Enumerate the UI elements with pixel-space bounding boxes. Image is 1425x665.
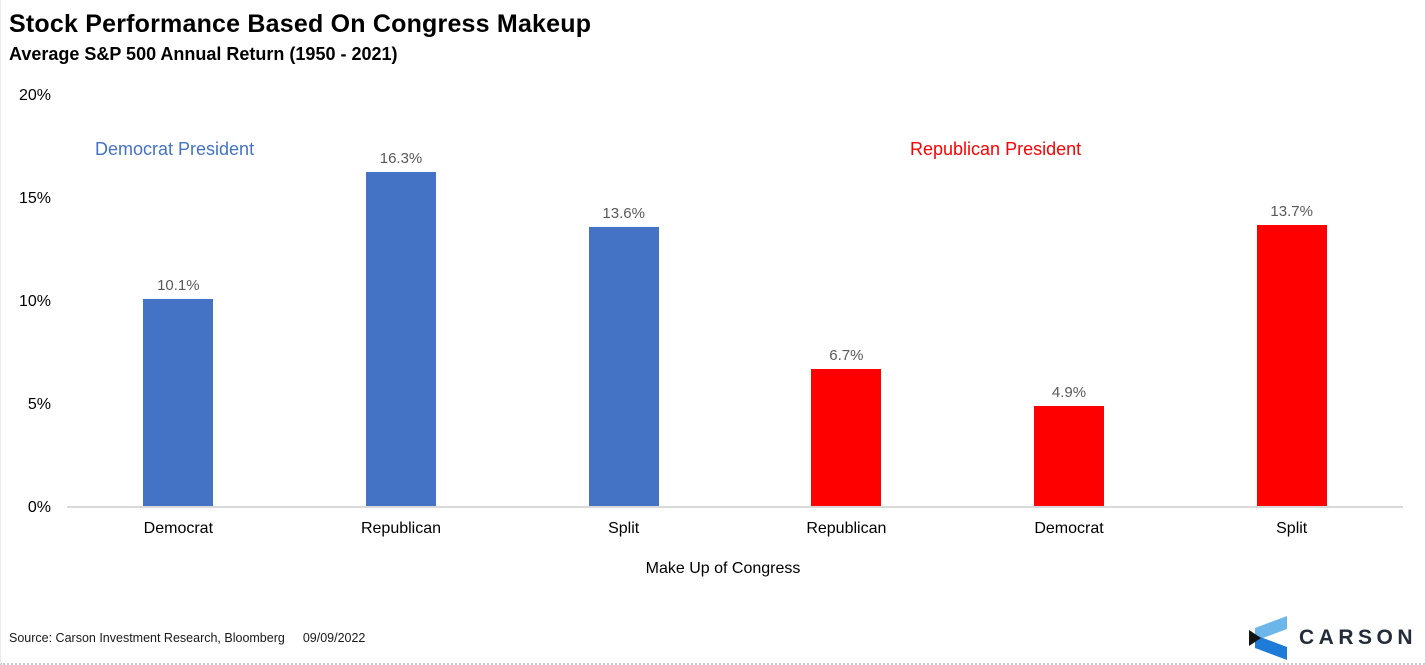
- bar-slot: 6.7%: [735, 96, 958, 506]
- carson-logo-icon: [1248, 616, 1287, 660]
- annotation-republican-president: Republican President: [910, 139, 1082, 159]
- bar-split-congress-blue: [588, 227, 659, 506]
- bar-slot: 16.3%: [290, 96, 513, 506]
- x-axis-title: Make Up of Congress: [645, 560, 801, 577]
- bar-split-congress-red: [1256, 225, 1327, 506]
- bar-slot: 10.1%: [67, 96, 290, 506]
- bar-value-label: 6.7%: [829, 346, 864, 364]
- y-axis-tick: 0%: [27, 499, 51, 516]
- y-axis-tick: 5%: [27, 396, 51, 413]
- bar-value-label: 13.7%: [1270, 203, 1313, 221]
- carson-logo: CARSON: [1247, 616, 1417, 660]
- y-axis-tick: 20%: [18, 87, 51, 104]
- date-text: 09/09/2022: [302, 631, 366, 645]
- annotation-democrat-president: Democrat President: [95, 139, 255, 159]
- category-label: Republican: [806, 520, 887, 537]
- bar-slot: 4.9%: [958, 96, 1181, 506]
- source-text: Source: Carson Investment Research, Bloo…: [9, 631, 285, 645]
- y-axis: 0% 5% 10% 15% 20%: [1, 87, 51, 516]
- bar-value-label: 16.3%: [379, 149, 423, 167]
- plot-area: 10.1% 16.3% 13.6% 6.7% 4.9% 13.7%: [67, 96, 1403, 508]
- bar-value-label: 10.1%: [157, 276, 200, 294]
- bar-slot: 13.7%: [1180, 96, 1403, 506]
- bar-republican-congress-blue: [366, 171, 436, 506]
- chart-subtitle: Average S&P 500 Annual Return (1950 - 20…: [9, 44, 398, 64]
- category-label: Split: [1276, 520, 1308, 537]
- carson-wordmark: CARSON: [1298, 626, 1417, 649]
- category-label: Democrat: [143, 520, 214, 537]
- bar-value-label: 13.6%: [602, 205, 645, 223]
- bar-slot: 13.6%: [512, 96, 735, 506]
- y-axis-tick: 15%: [18, 190, 51, 207]
- y-axis-tick: 10%: [18, 293, 51, 310]
- chart-title: Stock Performance Based On Congress Make…: [9, 10, 592, 38]
- bar-democrat-congress-blue: [143, 298, 214, 506]
- category-label: Republican: [360, 520, 442, 537]
- bar-republican-congress-red: [811, 368, 882, 506]
- category-label: Split: [608, 520, 640, 537]
- x-axis-categories: Democrat Republican Split Republican Dem…: [67, 520, 1403, 538]
- source-line: Source: Carson Investment Research, Bloo…: [9, 631, 365, 645]
- bar-value-label: 4.9%: [1051, 383, 1087, 401]
- category-label: Democrat: [1034, 520, 1104, 537]
- bar-democrat-congress-red: [1034, 405, 1105, 506]
